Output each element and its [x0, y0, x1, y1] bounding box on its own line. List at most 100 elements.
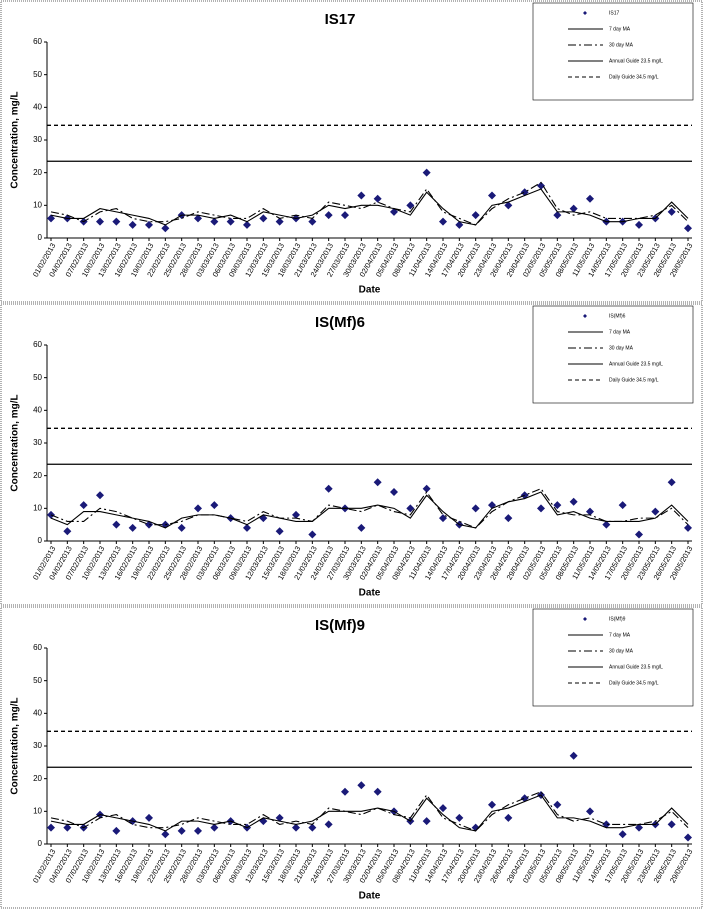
data-point — [275, 813, 284, 822]
data-point — [569, 751, 578, 760]
y-axis-label: Concentration, mg/L — [10, 91, 21, 188]
x-axis-label: Date — [359, 588, 381, 599]
legend-label: 30 day MA — [609, 42, 634, 48]
y-tick-label: 40 — [33, 405, 42, 414]
y-tick-label: 30 — [33, 135, 42, 144]
data-point — [471, 504, 480, 513]
chart-title: IS(Mf)6 — [315, 314, 365, 331]
data-point — [488, 191, 496, 200]
data-point — [455, 813, 464, 822]
data-point — [292, 823, 300, 832]
data-point — [112, 217, 121, 226]
panel-border — [0, 0, 703, 303]
y-tick-label: 50 — [33, 70, 42, 79]
chart-panel: IS17 Concentration, mg/L Date 0 10 20 30 40 50 60… — [0, 0, 703, 303]
y-tick-label: 60 — [33, 643, 42, 652]
data-point — [537, 181, 545, 190]
panel-border — [0, 606, 703, 909]
panel-border — [0, 303, 703, 606]
data-point — [210, 823, 219, 832]
data-point — [194, 826, 202, 835]
y-tick-label: 20 — [33, 471, 42, 480]
legend-box — [532, 2, 694, 101]
data-point — [553, 211, 562, 220]
data-point — [79, 501, 88, 510]
data-point — [210, 217, 219, 226]
y-tick-label: 40 — [33, 102, 42, 111]
data-point — [275, 217, 284, 226]
y-tick-label: 0 — [38, 233, 43, 242]
data-point — [504, 201, 513, 210]
data-point — [128, 220, 137, 229]
data-point — [406, 201, 415, 210]
data-point — [357, 781, 366, 790]
data-point — [504, 514, 513, 523]
legend-label: Annual Guide 23.5 mg/L — [609, 361, 663, 367]
legend-label: 7 day MA — [609, 329, 631, 335]
data-point — [324, 484, 333, 493]
data-point — [471, 823, 480, 832]
series-line — [50, 794, 689, 832]
data-point — [422, 817, 431, 826]
data-point — [422, 484, 431, 493]
legend-label: Daily Guide 34.5 mg/L — [609, 74, 659, 80]
legend-label: Annual Guide 23.5 mg/L — [609, 664, 663, 670]
data-point — [128, 523, 137, 532]
data-point — [308, 217, 317, 226]
legend-label: 7 day MA — [609, 632, 631, 638]
y-tick-label: 10 — [33, 503, 42, 512]
data-point — [569, 497, 578, 506]
data-point — [439, 514, 447, 523]
data-point — [373, 478, 382, 487]
data-point — [243, 220, 251, 229]
x-axis-label: Date — [359, 285, 381, 296]
data-point — [504, 813, 513, 822]
legend-label: Daily Guide 34.5 mg/L — [609, 680, 659, 686]
data-point — [145, 220, 153, 229]
data-point — [259, 214, 268, 223]
data-point — [618, 501, 627, 510]
data-point — [651, 507, 660, 516]
legend-label: Daily Guide 34.5 mg/L — [609, 377, 659, 383]
y-tick-label: 30 — [33, 438, 42, 447]
chart-title: IS(Mf)9 — [315, 617, 365, 634]
data-point — [569, 204, 578, 213]
y-tick-label: 20 — [33, 774, 42, 783]
data-point — [308, 823, 317, 832]
data-point — [47, 823, 55, 832]
data-point — [667, 207, 676, 216]
data-point — [324, 820, 333, 829]
data-point — [422, 168, 431, 177]
data-point — [161, 830, 170, 839]
chart-panel: IS(Mf)6 Concentration, mg/L Date 0 10 20 30 40 5… — [0, 303, 703, 606]
legend-label: 30 day MA — [609, 345, 634, 351]
data-point — [439, 217, 447, 226]
data-point — [537, 504, 545, 513]
data-point — [341, 787, 349, 796]
series-line — [50, 188, 689, 226]
data-point — [684, 833, 692, 842]
data-point — [635, 530, 643, 539]
data-point — [390, 488, 398, 496]
data-point — [210, 501, 219, 510]
data-point — [292, 510, 300, 519]
data-point — [586, 807, 594, 816]
data-point — [667, 478, 676, 487]
y-tick-label: 50 — [33, 373, 42, 382]
legend-label: Annual Guide 23.5 mg/L — [609, 58, 663, 64]
data-point — [341, 211, 349, 220]
data-point — [373, 194, 382, 203]
data-point — [618, 830, 627, 839]
y-tick-label: 20 — [33, 168, 42, 177]
data-point — [161, 224, 170, 233]
data-point — [635, 823, 643, 832]
data-point — [226, 217, 235, 226]
data-point — [194, 504, 202, 513]
data-point — [63, 527, 72, 536]
data-point — [275, 527, 284, 536]
legend-label: IS(Mf)9 — [609, 616, 626, 622]
legend-box — [532, 305, 694, 404]
chart-panel: IS(Mf)9 Concentration, mg/L Date 0 10 20 30 40 5… — [0, 606, 703, 909]
y-axis-label: Concentration, mg/L — [10, 394, 21, 491]
series-line — [50, 488, 689, 529]
